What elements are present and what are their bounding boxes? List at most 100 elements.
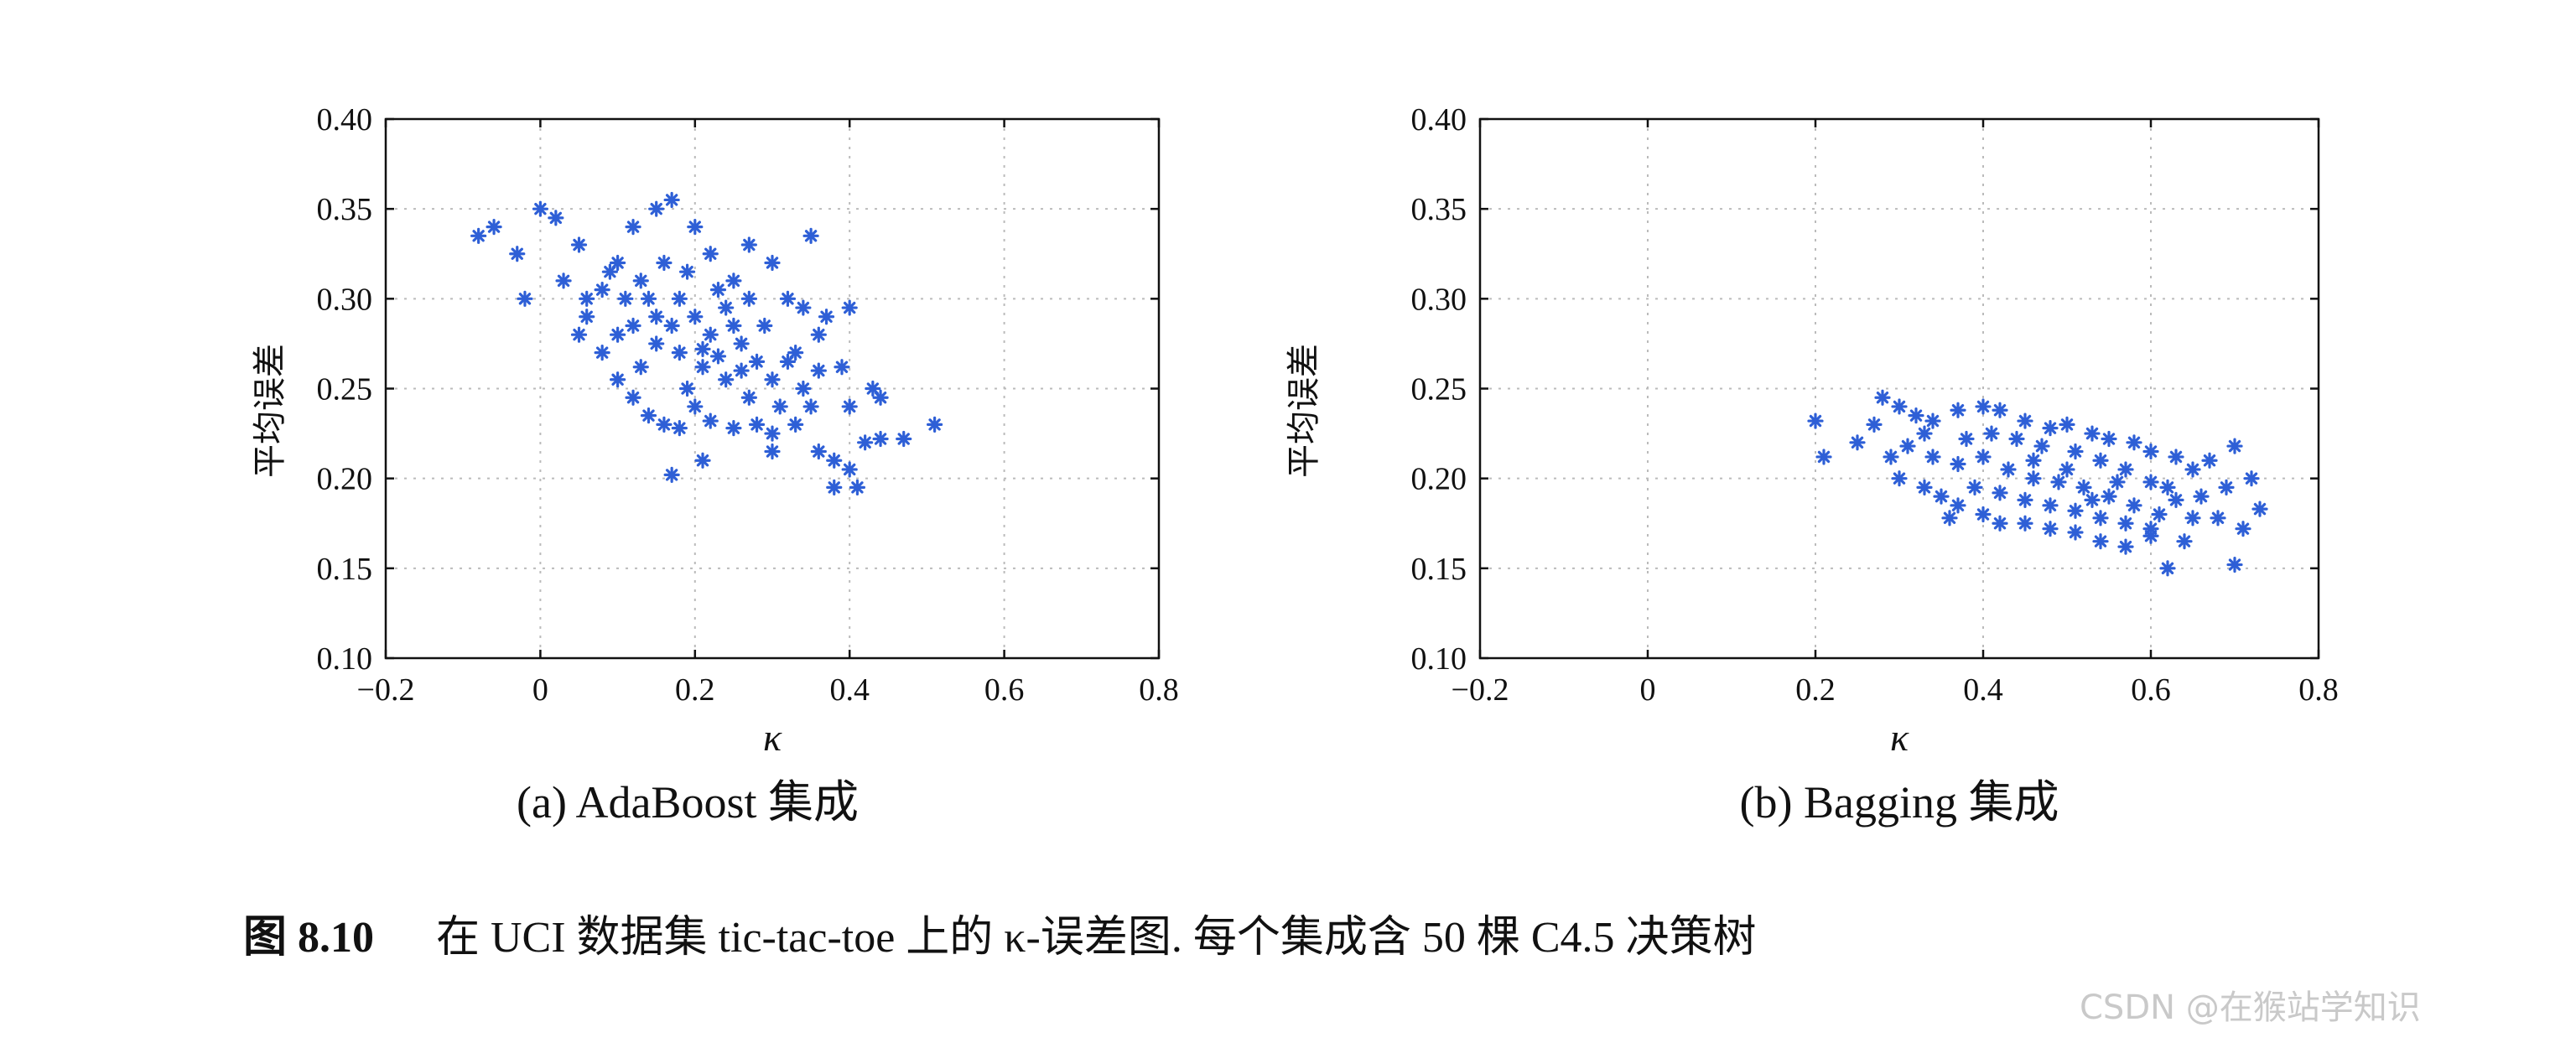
data-point [1849, 434, 1866, 451]
x-tick-label: −0.2 [357, 672, 415, 708]
data-point [733, 335, 750, 352]
data-point [694, 359, 711, 376]
data-point [810, 443, 827, 460]
data-point [2000, 461, 2017, 478]
data-point [1950, 402, 1966, 418]
y-axis-label: 平均误差 [251, 344, 289, 478]
data-point [2126, 434, 2142, 451]
data-point [2251, 501, 2268, 517]
data-point [810, 326, 827, 343]
data-point [2226, 438, 2243, 454]
data-point [656, 254, 673, 272]
data-point [725, 317, 742, 335]
data-point [725, 420, 742, 437]
data-point [810, 362, 827, 379]
data-point [2017, 412, 2033, 429]
data-point [1992, 515, 2008, 532]
data-point [2193, 488, 2210, 505]
data-point [1866, 416, 1883, 433]
x-tick-label: 0 [1640, 672, 1656, 708]
data-point [826, 479, 843, 495]
data-point [2075, 479, 2092, 495]
data-point [609, 371, 626, 388]
x-axis-label: κ [1890, 716, 1909, 759]
y-tick-label: 0.40 [1411, 102, 1467, 137]
data-point [2159, 560, 2176, 577]
data-point [1966, 479, 1983, 495]
data-point [579, 290, 595, 307]
data-point [2168, 449, 2184, 465]
data-point [2117, 515, 2134, 532]
data-point [1992, 485, 2008, 501]
data-point [709, 348, 727, 365]
data-point [2151, 506, 2168, 523]
data-point [632, 359, 649, 376]
data-point [694, 452, 711, 469]
data-point [740, 389, 757, 406]
data-point [1950, 455, 1966, 473]
y-tick-label: 0.10 [1411, 641, 1467, 677]
data-point [1883, 449, 1899, 465]
data-point [2067, 443, 2084, 460]
data-point [1975, 506, 1992, 523]
data-point [648, 200, 665, 217]
data-point [2126, 497, 2142, 514]
data-point [532, 200, 549, 217]
data-point [656, 416, 673, 433]
y-tick-label: 0.15 [317, 552, 373, 587]
y-tick-label: 0.20 [317, 462, 373, 497]
data-point [625, 317, 641, 335]
data-point [1924, 412, 1941, 429]
caption-text: 在 UCI 数据集 tic-tac-toe 上的 κ-误差图. 每个集成含 50… [436, 914, 1757, 962]
data-point [2142, 474, 2159, 490]
data-point [1908, 407, 1924, 424]
data-point [787, 416, 804, 433]
data-point [2025, 470, 2042, 487]
data-point [896, 430, 912, 448]
data-point [2243, 470, 2260, 487]
data-point [509, 246, 526, 262]
data-point [625, 219, 641, 236]
y-tick-label: 0.30 [317, 282, 373, 317]
y-tick-label: 0.30 [1411, 282, 1467, 317]
x-tick-label: 0.4 [1963, 672, 2003, 708]
data-point [1891, 470, 1908, 487]
data-point [740, 236, 757, 253]
data-point [764, 443, 781, 460]
x-tick-label: −0.2 [1452, 672, 1509, 708]
data-point [579, 309, 595, 325]
data-point [2033, 438, 2050, 454]
data-point [671, 290, 688, 307]
data-point [486, 219, 502, 236]
data-point [570, 236, 588, 253]
data-point [594, 282, 610, 298]
data-point [841, 461, 858, 478]
chart-bagging: −0.2 0 0.2 0.4 0.6 0.8 0.10 0.15 0.20 0.25 0.30 0.3… [1285, 102, 2339, 828]
data-point [2042, 420, 2059, 437]
data-point [709, 282, 727, 298]
data-point [2059, 416, 2075, 433]
data-point [2109, 474, 2126, 490]
data-point [470, 227, 487, 244]
data-point [702, 326, 719, 343]
data-point [748, 416, 766, 433]
y-tick-label: 0.25 [317, 372, 373, 407]
data-point [2067, 524, 2084, 541]
data-point [2084, 425, 2101, 442]
data-point [2092, 533, 2109, 550]
data-point [663, 317, 680, 335]
data-point [795, 299, 812, 316]
data-point [2101, 430, 2117, 448]
data-point [2092, 452, 2109, 469]
data-point [2176, 533, 2193, 550]
data-point [678, 263, 696, 280]
data-point [1975, 449, 1992, 465]
data-point [2017, 515, 2033, 532]
data-point [718, 371, 735, 388]
x-tick-label: 0.4 [829, 672, 870, 708]
data-point [849, 479, 866, 495]
data-point [1916, 425, 1933, 442]
data-point [663, 191, 680, 209]
data-point [1924, 449, 1941, 465]
